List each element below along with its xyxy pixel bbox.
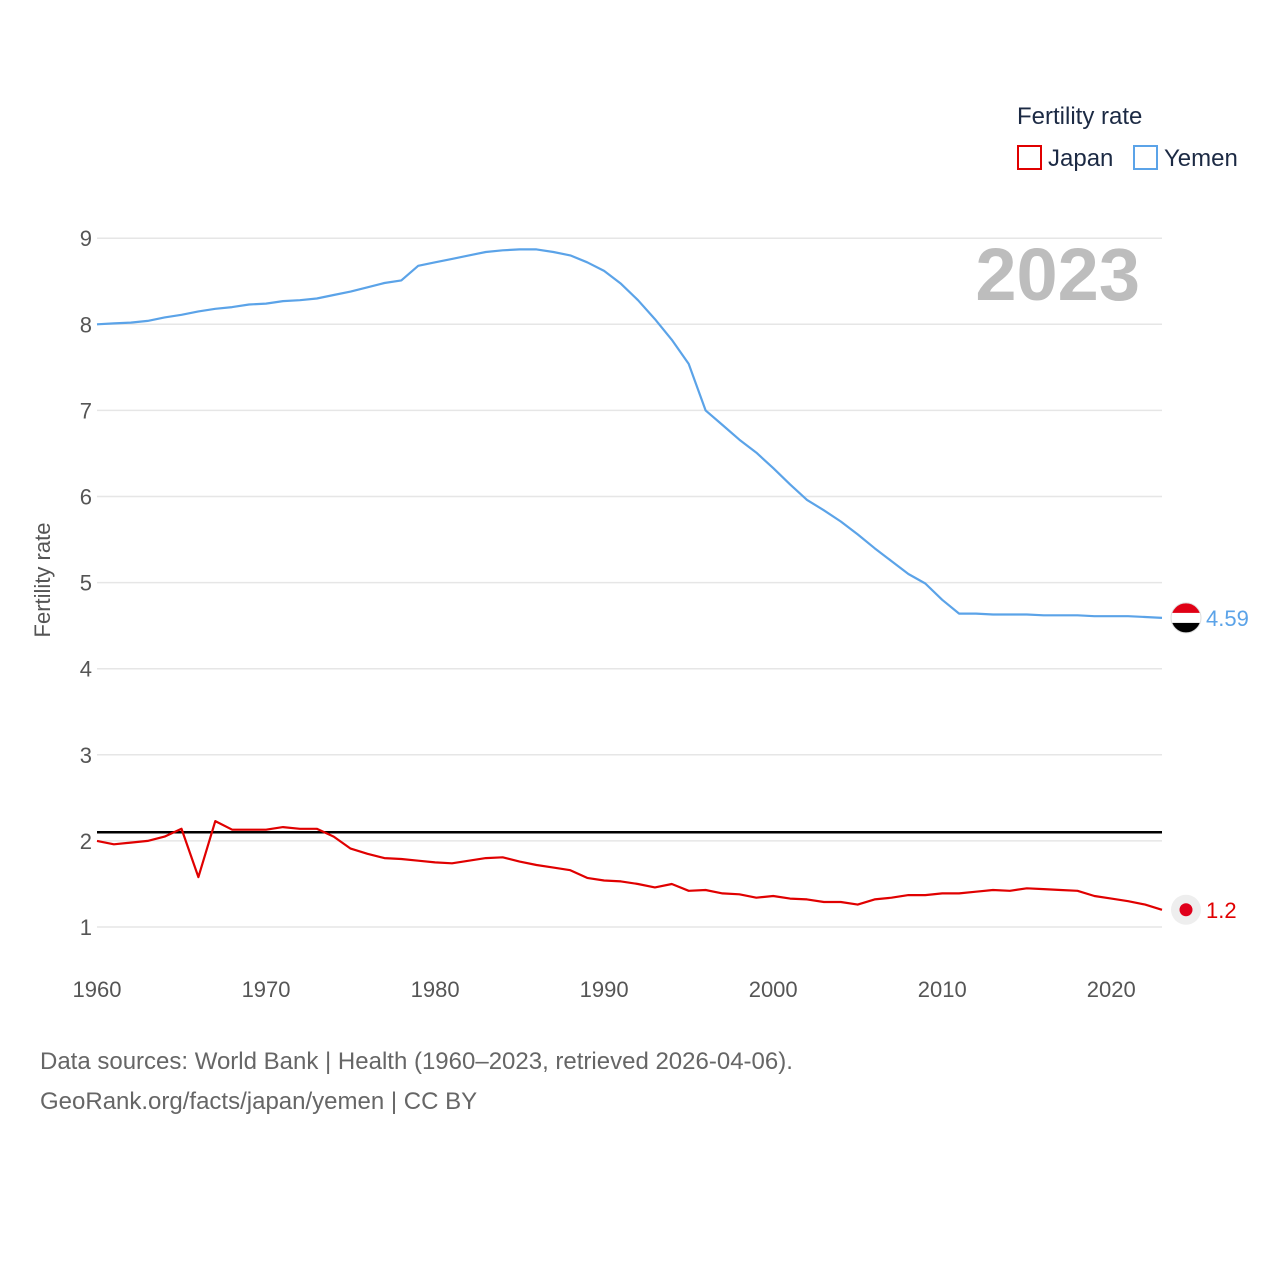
y-tick-7: 7 [80, 398, 92, 423]
y-tick-2: 2 [80, 829, 92, 854]
yemen-flag-icon [1170, 602, 1202, 634]
x-tick-1990: 1990 [580, 977, 629, 1002]
gridlines [97, 237, 1162, 928]
x-axis-ticks: 1960 1970 1980 1990 2000 2010 2020 [73, 977, 1136, 1002]
source-line-1: Data sources: World Bank | Health (1960–… [40, 1048, 793, 1075]
legend-title: Fertility rate [1017, 103, 1142, 130]
x-tick-1980: 1980 [411, 977, 460, 1002]
y-tick-3: 3 [80, 743, 92, 768]
x-tick-2000: 2000 [749, 977, 798, 1002]
x-tick-2010: 2010 [918, 977, 967, 1002]
source-note: Data sources: World Bank | Health (1960–… [40, 1042, 793, 1122]
legend-label-japan: Japan [1048, 145, 1113, 172]
y-tick-1: 1 [80, 915, 92, 940]
y-axis-ticks: 1 2 3 4 5 6 7 8 9 [80, 226, 92, 940]
legend-item-japan[interactable]: Japan [1017, 145, 1113, 172]
legend-item-yemen[interactable]: Yemen [1133, 145, 1238, 172]
legend-swatch-yemen [1133, 145, 1158, 170]
x-tick-1970: 1970 [242, 977, 291, 1002]
year-label: 2023 [975, 233, 1140, 316]
y-tick-9: 9 [80, 226, 92, 251]
series-line-yemen [96, 248, 1163, 619]
x-tick-1960: 1960 [73, 977, 122, 1002]
y-tick-8: 8 [80, 312, 92, 337]
x-tick-2020: 2020 [1087, 977, 1136, 1002]
source-line-2[interactable]: GeoRank.org/facts/japan/yemen | CC BY [40, 1088, 478, 1115]
legend-label-yemen: Yemen [1164, 145, 1238, 172]
y-tick-4: 4 [80, 657, 92, 682]
japan-flag-icon [1171, 894, 1201, 925]
series-lines [96, 248, 1163, 911]
y-tick-6: 6 [80, 485, 92, 510]
y-tick-5: 5 [80, 571, 92, 596]
legend-swatch-japan [1017, 145, 1042, 170]
y-axis-label: Fertility rate [30, 523, 55, 638]
legend: Fertility rate Japan Yemen [1017, 103, 1238, 172]
end-label-yemen: 4.59 [1206, 606, 1249, 631]
end-label-japan: 1.2 [1206, 898, 1237, 923]
series-line-japan [96, 819, 1163, 911]
